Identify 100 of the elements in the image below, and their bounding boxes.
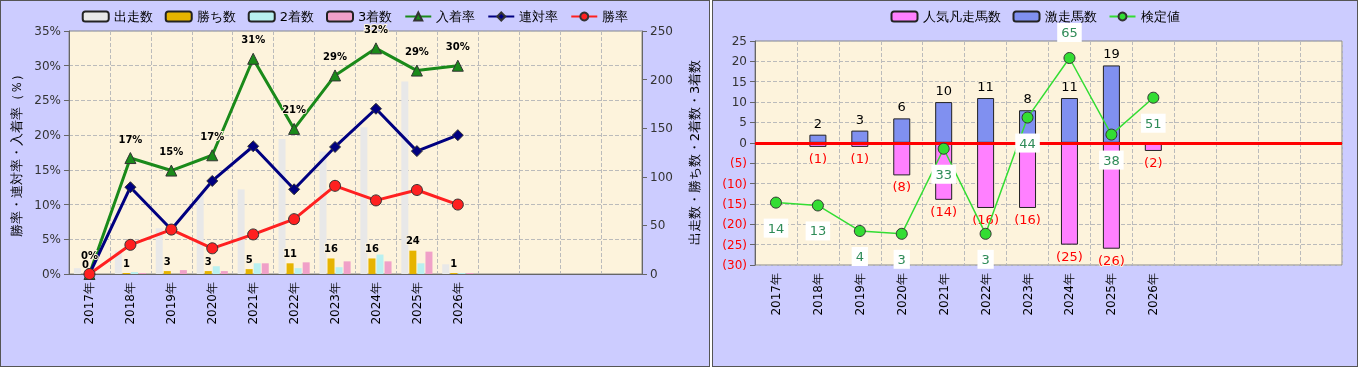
bar	[196, 194, 204, 274]
x-tick-label: 2020年	[894, 273, 909, 316]
data-label: 1	[450, 257, 458, 269]
bar	[278, 138, 286, 274]
y2-axis-title: 出走数・勝ち数・2着数・3着数	[687, 59, 702, 246]
bar	[851, 130, 869, 143]
legend-label: 3着数	[358, 9, 393, 24]
data-label: (1)	[850, 150, 870, 166]
data-label: 2	[813, 115, 823, 131]
x-tick-label: 2026年	[1146, 273, 1161, 316]
data-label: 15%	[159, 146, 184, 158]
point	[288, 122, 301, 135]
y2-tick-label: 0	[650, 267, 658, 281]
bar	[893, 118, 911, 143]
bar	[204, 271, 212, 274]
y2-tick-label: 250	[650, 24, 673, 38]
data-label: 21%	[282, 104, 307, 116]
data-label: 51	[1145, 115, 1162, 131]
data-label: 65	[1061, 25, 1078, 41]
data-label: 13	[809, 223, 827, 239]
data-label: 3	[897, 251, 906, 267]
bar	[977, 142, 995, 208]
point	[937, 142, 950, 155]
x-tick-label: 2021年	[246, 282, 261, 325]
data-label: 19	[1103, 46, 1120, 62]
bar	[245, 269, 253, 274]
bar	[179, 270, 187, 274]
point	[124, 152, 137, 165]
point	[369, 102, 382, 115]
point	[1063, 52, 1076, 65]
point	[206, 242, 219, 255]
data-label: 16	[324, 242, 339, 254]
bar	[425, 251, 433, 274]
x-tick-label: 2019年	[164, 282, 179, 325]
bar	[302, 262, 310, 274]
y-tick-label: 10	[731, 95, 747, 110]
y-tick-label: 5%	[41, 232, 61, 247]
y-tick-label: 25%	[34, 93, 61, 108]
legend-label: 出走数	[113, 9, 153, 24]
data-label: 16	[364, 242, 379, 254]
point	[329, 179, 342, 192]
data-label: 1	[122, 257, 130, 269]
bar	[261, 263, 269, 274]
data-label: (2)	[1144, 154, 1163, 170]
bar	[319, 151, 327, 274]
data-label: (8)	[892, 179, 911, 195]
data-label: 17%	[118, 133, 143, 145]
data-label: 0	[81, 258, 89, 270]
data-label: 3	[981, 251, 990, 267]
data-label: 11	[1061, 79, 1078, 95]
point	[369, 194, 382, 207]
data-label: 6	[897, 99, 906, 115]
legend-label: 勝ち数	[196, 9, 236, 24]
data-label: 11	[283, 247, 298, 259]
data-label: 33	[935, 166, 952, 182]
bar	[220, 271, 228, 274]
data-label: 8	[1023, 91, 1032, 107]
data-label: 32%	[364, 23, 388, 35]
point	[288, 183, 301, 196]
point	[1147, 91, 1160, 104]
x-tick-label: 2024年	[1062, 273, 1077, 316]
y-tick-label: 25	[731, 34, 747, 48]
point	[247, 228, 260, 241]
y-tick-label: (20)	[722, 217, 747, 232]
x-tick-label: 2026年	[450, 282, 465, 325]
point	[206, 174, 219, 187]
data-label: 3	[163, 255, 171, 267]
bar	[163, 271, 171, 274]
bar	[409, 250, 417, 274]
data-label: 44	[1019, 135, 1036, 151]
x-tick-label: 2025年	[409, 282, 424, 325]
point	[288, 213, 301, 226]
y-tick-label: 15	[731, 74, 747, 89]
data-label: (14)	[930, 203, 958, 219]
x-tick-label: 2025年	[1104, 273, 1119, 316]
data-label: 14	[767, 220, 785, 236]
bar	[1060, 98, 1078, 143]
x-tick-label: 2023年	[1020, 273, 1035, 316]
y-tick-label: (15)	[722, 196, 747, 211]
data-label: (1)	[808, 150, 828, 166]
bar	[237, 189, 245, 274]
point	[410, 145, 423, 158]
bar	[155, 228, 163, 274]
legend-label: 勝率	[602, 9, 629, 24]
data-label: 10	[935, 83, 952, 99]
bar	[73, 268, 81, 274]
bar	[335, 267, 343, 274]
y-tick-label: 20%	[34, 128, 61, 143]
data-label: 29%	[404, 46, 429, 58]
x-tick-label: 2021年	[936, 273, 951, 316]
x-tick-label: 2023年	[328, 282, 343, 325]
y-axis-title: 勝率・連対率・入着率（％）	[9, 68, 24, 237]
bar	[417, 263, 425, 274]
y-tick-label: 10%	[34, 197, 61, 212]
data-label: 31%	[241, 34, 266, 46]
x-tick-label: 2020年	[205, 282, 220, 325]
x-tick-label: 2019年	[852, 273, 867, 316]
bar	[1060, 142, 1078, 245]
bar	[368, 258, 376, 274]
point	[329, 69, 342, 82]
